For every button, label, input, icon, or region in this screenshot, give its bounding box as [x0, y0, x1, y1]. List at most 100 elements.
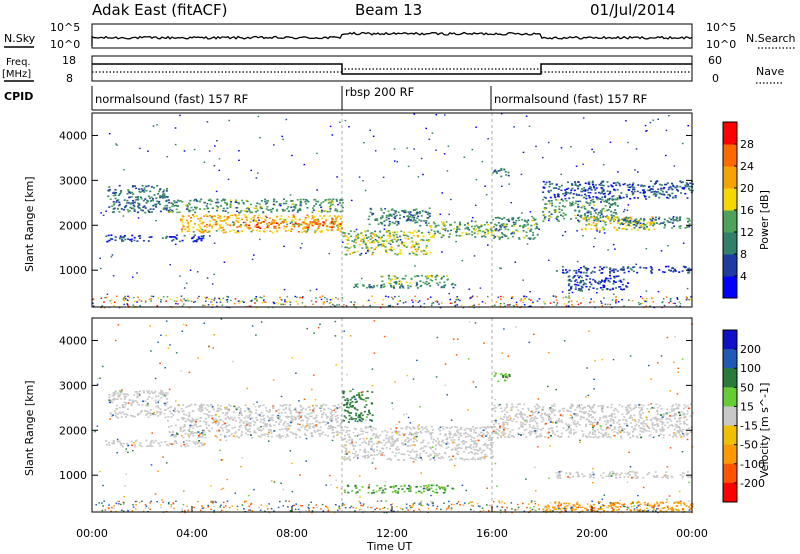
scatter-cell — [470, 231, 473, 233]
near-range-cell — [188, 307, 191, 309]
freq-unit-label: [MHz] — [2, 69, 31, 80]
scatter-cell — [562, 269, 564, 271]
scatter-cell — [408, 218, 411, 221]
scatter-cell — [186, 418, 189, 420]
scatter-cell — [586, 211, 589, 214]
scatter-cell — [484, 236, 487, 238]
scatter-cell — [691, 183, 694, 185]
scatter-cell — [289, 421, 292, 424]
sparse-cell — [223, 261, 226, 263]
station-title: Adak East (fitACF) — [92, 1, 227, 19]
scatter-cell — [473, 429, 476, 431]
scatter-cell — [452, 286, 455, 289]
scatter-cell — [181, 221, 184, 224]
scatter-cell — [660, 193, 663, 196]
scatter-cell — [201, 228, 204, 231]
scatter-cell — [453, 221, 456, 224]
near-range-cell — [385, 295, 387, 297]
scatter-cell — [410, 246, 413, 249]
scatter-cell — [442, 441, 445, 444]
scatter-cell — [335, 198, 338, 201]
scatter-cell — [530, 228, 533, 231]
scatter-cell — [197, 229, 200, 231]
scatter-cell — [176, 419, 179, 421]
near-range-cell — [216, 305, 218, 307]
scatter-cell — [627, 223, 629, 225]
scatter-cell — [205, 205, 208, 207]
sparse-cell — [522, 151, 525, 154]
scatter-cell — [655, 181, 658, 183]
scatter-cell — [592, 196, 595, 198]
near-range-cell — [672, 302, 675, 304]
scatter-cell — [380, 275, 383, 278]
scatter-cell — [206, 215, 209, 218]
scatter-cell — [460, 434, 463, 437]
scatter-cell — [268, 408, 271, 411]
sparse-cell — [228, 119, 230, 122]
scatter-cell — [270, 211, 273, 213]
near-range-cell — [567, 297, 569, 299]
sparse-cell — [99, 257, 101, 259]
scatter-cell — [340, 406, 343, 408]
scatter-cell — [138, 392, 141, 395]
scatter-cell — [334, 415, 337, 418]
scatter-cell — [185, 443, 188, 445]
scatter-cell — [588, 187, 591, 190]
scatter-cell — [190, 220, 192, 222]
scatter-cell — [544, 197, 547, 199]
scatter-cell — [143, 189, 146, 191]
scatter-cell — [451, 426, 453, 428]
scatter-cell — [429, 453, 432, 456]
near-range-cell — [399, 300, 402, 302]
scatter-cell — [586, 202, 589, 204]
scatter-cell — [147, 185, 150, 187]
scatter-cell — [402, 210, 405, 212]
scatter-cell — [291, 203, 294, 205]
scatter-cell — [120, 190, 123, 192]
scatter-cell — [203, 412, 206, 415]
scatter-cell — [139, 411, 142, 413]
scatter-cell — [513, 225, 515, 227]
scatter-cell — [585, 274, 588, 277]
scatter-cell — [372, 232, 375, 235]
scatter-cell — [592, 287, 595, 289]
scatter-cell — [134, 445, 137, 448]
scatter-cell — [456, 227, 459, 229]
scatter-cell — [268, 418, 271, 420]
scatter-cell — [352, 418, 355, 420]
scatter-cell — [374, 234, 377, 236]
scatter-cell — [286, 435, 289, 437]
scatter-cell — [214, 435, 217, 437]
scatter-cell — [369, 238, 372, 241]
scatter-cell — [475, 432, 477, 434]
scatter-cell — [401, 243, 404, 246]
near-range-cell — [196, 297, 199, 299]
sparse-cell — [362, 180, 364, 182]
scatter-cell — [609, 288, 612, 291]
sparse-cell — [561, 198, 563, 200]
scatter-cell — [251, 417, 254, 419]
sparse-cell — [118, 306, 121, 309]
scatter-cell — [320, 405, 323, 408]
near-range-cell — [640, 296, 642, 298]
scatter-cell — [636, 222, 639, 225]
scatter-cell — [532, 238, 535, 240]
scatter-cell — [245, 199, 248, 202]
scatter-cell — [456, 444, 459, 447]
scatter-cell — [467, 435, 470, 438]
scatter-cell — [267, 433, 270, 436]
scatter-cell — [688, 223, 691, 225]
sparse-cell — [123, 169, 125, 171]
scatter-cell — [203, 431, 206, 433]
scatter-cell — [268, 217, 271, 219]
near-range-cell — [436, 300, 438, 302]
scatter-cell — [428, 231, 431, 234]
scatter-cell — [450, 439, 453, 441]
scatter-cell — [475, 224, 478, 227]
scatter-cell — [117, 194, 120, 196]
scatter-cell — [632, 188, 634, 191]
scatter-cell — [432, 490, 434, 492]
scatter-cell — [424, 485, 427, 487]
scatter-cell — [274, 219, 277, 222]
scatter-cell — [216, 214, 219, 217]
